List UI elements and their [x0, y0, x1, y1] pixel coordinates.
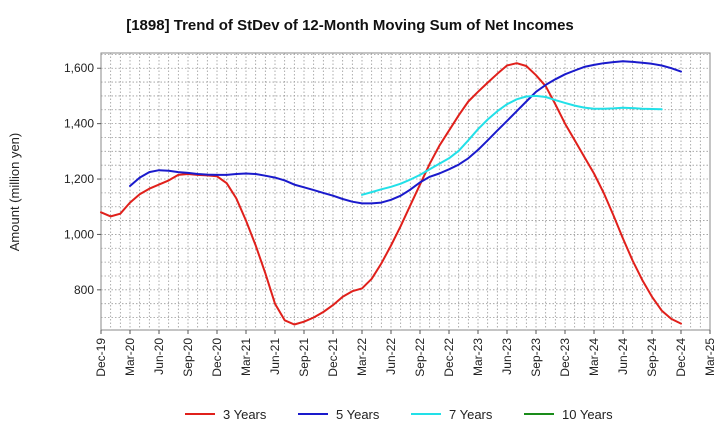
- x-tick-label: Dec-19: [94, 338, 108, 377]
- y-tick-label: 1,200: [64, 172, 94, 186]
- x-tick-label: Jun-20: [152, 338, 166, 375]
- x-tick-label: Jun-23: [500, 338, 514, 375]
- x-tick-label: Jun-24: [616, 338, 630, 375]
- x-tick-label: Sep-24: [645, 338, 659, 377]
- x-tick-label: Sep-22: [413, 338, 427, 377]
- y-tick-label: 1,000: [64, 227, 94, 241]
- x-tick-label: Jun-22: [384, 338, 398, 375]
- x-tick-label: Dec-21: [326, 338, 340, 377]
- legend-label: 7 Years: [449, 407, 493, 422]
- x-tick-label: Mar-25: [703, 338, 717, 376]
- x-tick-label: Mar-21: [239, 338, 253, 376]
- y-tick-label: 800: [74, 283, 94, 297]
- series-line-3: [361, 94, 663, 196]
- x-tick-label: Jun-21: [268, 338, 282, 375]
- x-tick-label: Mar-22: [355, 338, 369, 376]
- x-tick-label: Dec-20: [210, 338, 224, 377]
- x-tick-label: Dec-24: [674, 338, 688, 377]
- x-tick-label: Sep-23: [529, 338, 543, 377]
- y-tick-label: 1,600: [64, 61, 94, 75]
- x-tick-label: Dec-23: [558, 338, 572, 377]
- chart-title: [1898] Trend of StDev of 12-Month Moving…: [126, 17, 574, 34]
- x-tick-label: Mar-24: [587, 338, 601, 376]
- x-tick-label: Mar-23: [471, 338, 485, 376]
- y-axis-label: Amount (million yen): [7, 133, 22, 252]
- x-tick-label: Sep-21: [297, 338, 311, 377]
- x-tick-label: Mar-20: [123, 338, 137, 376]
- series-line-2: [129, 60, 682, 205]
- legend-label: 10 Years: [562, 407, 613, 422]
- legend-label: 3 Years: [223, 407, 267, 422]
- x-tick-label: Sep-20: [181, 338, 195, 377]
- x-tick-label: Dec-22: [442, 338, 456, 377]
- legend-label: 5 Years: [336, 407, 380, 422]
- y-tick-label: 1,400: [64, 117, 94, 131]
